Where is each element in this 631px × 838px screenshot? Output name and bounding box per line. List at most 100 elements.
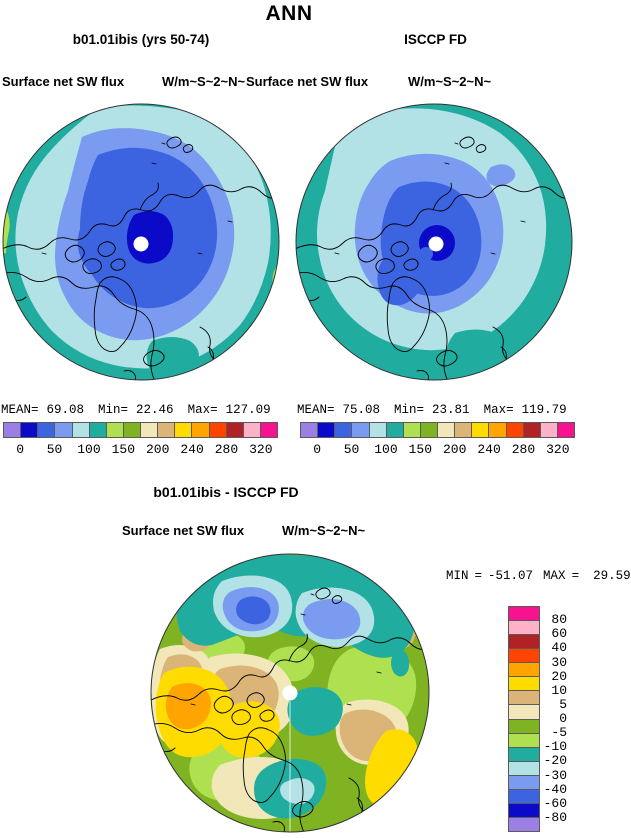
colorbar-segment (455, 423, 473, 437)
colorbar-segment (123, 423, 141, 437)
min-label: MIN (446, 569, 469, 583)
min-label: Min= (98, 403, 129, 417)
colorbar-segment (369, 423, 387, 437)
colorbar-segment (509, 761, 539, 776)
model-stats-line: MEAN= 69.08 Min= 22.46 Max= 127.09 (1, 403, 271, 417)
colorbar-tick-label: 320 (546, 442, 570, 457)
max-value: 127.09 (225, 403, 271, 417)
colorbar-tick-label: 100 (374, 442, 398, 457)
colorbar-segment (509, 789, 539, 804)
colorbar-segment (509, 705, 539, 720)
colorbar-tick-label: -20 (543, 753, 567, 769)
colorbar-segment (540, 423, 558, 437)
colorbar-tick-label: 0 (16, 442, 25, 457)
colorbar-segment (509, 803, 539, 818)
colorbar-segment (403, 423, 421, 437)
max-label: Max= (187, 403, 218, 417)
map-outline (295, 103, 573, 381)
colorbar-segment (55, 423, 73, 437)
diff-colorbar-labels: 80 60 40 30 20 10 5 0 -5 -10 -20 -30 -40 -60 -80 (530, 606, 567, 832)
colorbar-tick-label: 150 (408, 442, 433, 457)
colorbar-segment (335, 423, 353, 437)
colorbar-tick-label: 280 (214, 442, 239, 457)
obs-stats-line: MEAN= 75.08 Min= 23.81 Max= 119.79 (297, 403, 567, 417)
map-outline (150, 553, 430, 833)
colorbar-segment (438, 423, 456, 437)
max-label: Max= (483, 403, 514, 417)
colorbar-tick-label: 20 (551, 668, 567, 684)
diff-panel-title: b01.01ibis - ISCCP FD (153, 484, 299, 500)
max-value: 119.79 (521, 403, 567, 417)
colorbar-segment (509, 747, 539, 762)
min-value: -51.07 (488, 569, 534, 583)
max-label: MAX (543, 569, 566, 583)
obs-field-label: Surface net SW flux (246, 74, 369, 89)
colorbar-segment (158, 423, 176, 437)
colorbar-segment (209, 423, 227, 437)
model-colorbar (3, 422, 278, 438)
page-title: ANN (265, 2, 313, 25)
colorbar-segment (420, 423, 438, 437)
mean-value: 69.08 (46, 403, 85, 417)
colorbar-segment (21, 423, 39, 437)
diff-minmax-line: MIN = -51.07 MAX = 29.59 (446, 569, 631, 583)
obs-colorbar (300, 422, 575, 438)
colorbar-tick-label: 10 (551, 682, 567, 698)
diff-units-label: W/m~S~2~N~ (282, 523, 366, 538)
colorbar-tick-label: -80 (543, 810, 567, 826)
mean-label: MEAN= (1, 403, 39, 417)
colorbar-tick-label: 150 (111, 442, 136, 457)
obs-map-layers (296, 104, 572, 380)
colorbar-segment (509, 719, 539, 734)
min-value: 23.81 (432, 403, 470, 417)
colorbar-segment (523, 423, 541, 437)
colorbar-tick-label: 240 (477, 442, 501, 457)
colorbar-segment (509, 677, 539, 692)
diff-field-label: Surface net SW flux (122, 523, 245, 538)
pole-marker (133, 236, 149, 252)
colorbar-segment (509, 817, 539, 831)
colorbar-tick-label: 280 (511, 442, 536, 457)
colorbar-segment (318, 423, 336, 437)
colorbar-tick-label: 0 (313, 442, 322, 457)
colorbar-tick-label: 5 (559, 697, 567, 713)
colorbar-segment (557, 423, 574, 437)
equals-sign: = (474, 569, 483, 583)
model-colorbar-ticks: 0 50 100 150 200 240 280 320 (3, 442, 278, 457)
min-value: 22.46 (136, 403, 174, 417)
colorbar-tick-label: -60 (543, 795, 567, 811)
mean-label: MEAN= (297, 403, 335, 417)
colorbar-tick-label: 40 (551, 640, 567, 656)
colorbar-tick-label: 30 (551, 654, 567, 670)
colorbar-segment (509, 621, 539, 636)
colorbar-tick-label: -10 (543, 739, 567, 755)
colorbar-tick-label: 200 (145, 442, 170, 457)
max-value: 29.59 (593, 569, 631, 583)
colorbar-segment (175, 423, 193, 437)
colorbar-segment (89, 423, 107, 437)
obs-colorbar-ticks: 0 50 100 150 200 240 280 320 (300, 442, 575, 457)
colorbar-segment (472, 423, 490, 437)
colorbar-segment (352, 423, 370, 437)
colorbar-segment (192, 423, 210, 437)
colorbar-tick-label: -5 (551, 725, 567, 741)
colorbar-tick-label: 80 (551, 612, 567, 628)
colorbar-segment (243, 423, 261, 437)
colorbar-segment (509, 635, 539, 650)
obs-map (295, 103, 573, 381)
model-units-label: W/m~S~2~N~ (162, 74, 246, 89)
model-field-label: Surface net SW flux (2, 74, 125, 89)
colorbar-segment (489, 423, 507, 437)
pole-marker (282, 685, 298, 701)
mean-value: 75.08 (342, 403, 381, 417)
colorbar-segment (301, 423, 319, 437)
colorbar-segment (509, 775, 539, 790)
colorbar-tick-label: -40 (543, 781, 567, 797)
colorbar-tick-label: 320 (249, 442, 273, 457)
pole-marker (428, 236, 444, 252)
colorbar-segment (509, 663, 539, 678)
colorbar-tick-label: 50 (46, 442, 63, 457)
colorbar-segment (506, 423, 524, 437)
map-outline (2, 103, 280, 381)
